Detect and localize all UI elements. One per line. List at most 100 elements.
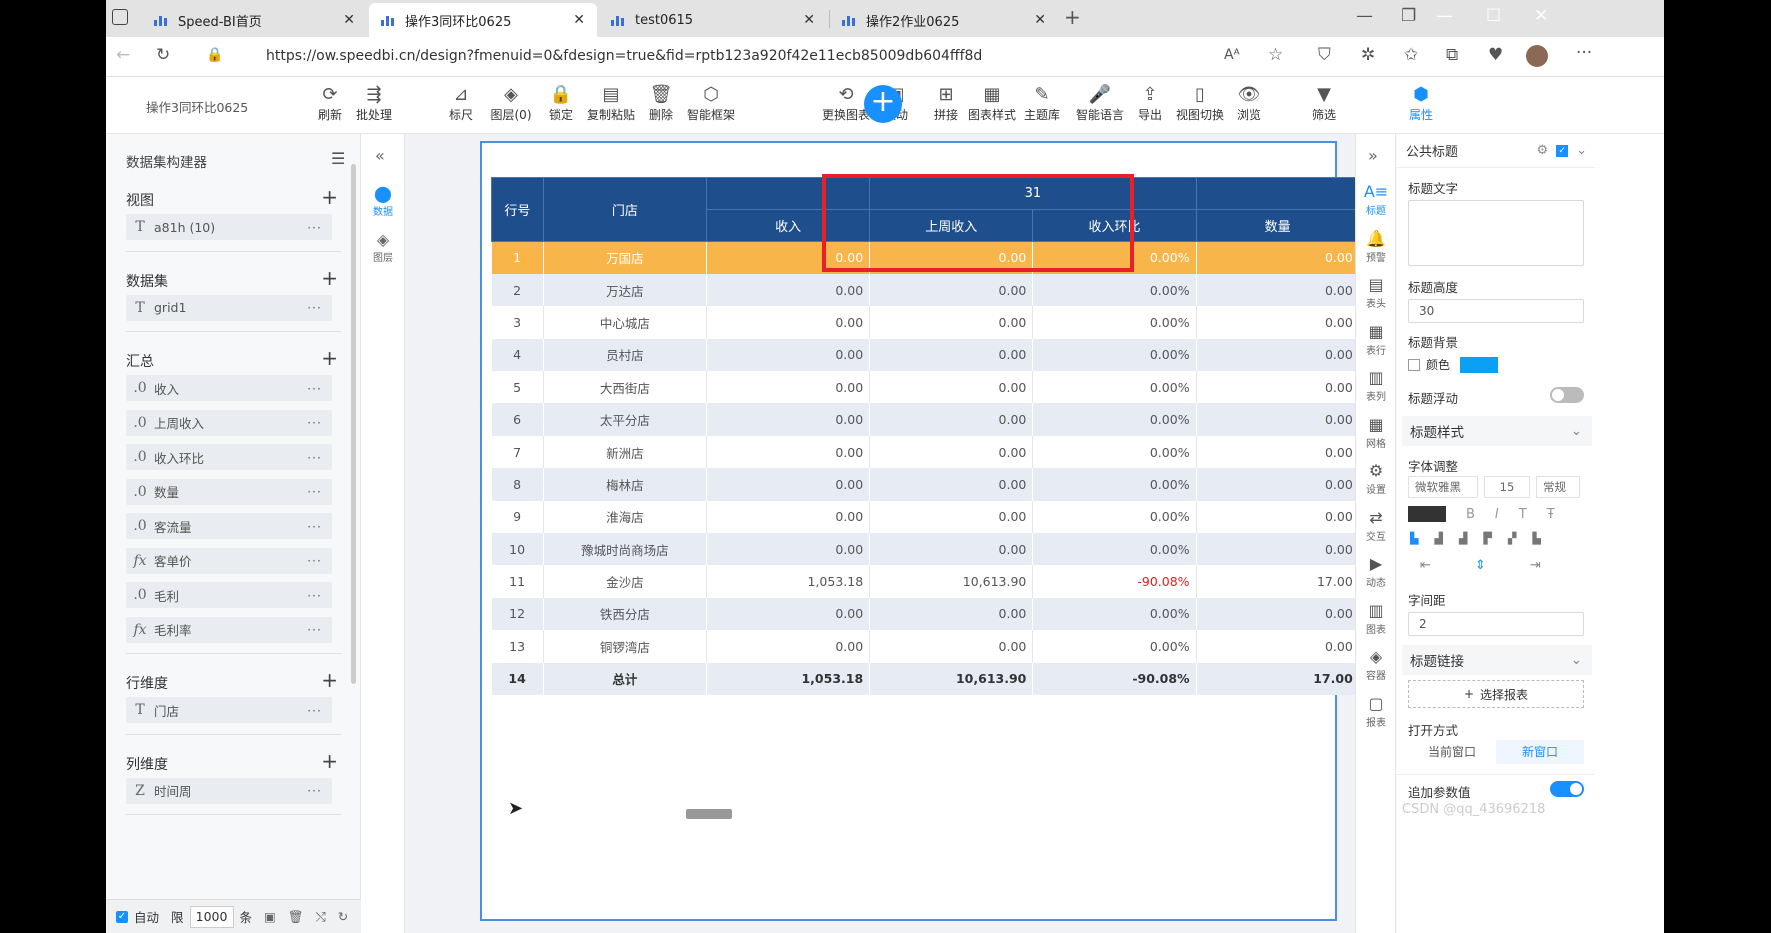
reload-icon[interactable]: ↻ — [156, 45, 171, 65]
field-item[interactable]: fx 毛利率 ··· — [126, 616, 332, 643]
field-item[interactable]: .0 收入环比 ··· — [126, 444, 332, 470]
field-item[interactable]: .0 客流量 ··· — [126, 513, 332, 539]
rail-layer-tab[interactable]: ◈ 图层 — [361, 230, 405, 264]
report-frame[interactable]: 行号 门店 31 收入 上周收入 收入环比 数量 1 万国店 0.00 0.00 0.0… — [480, 141, 1416, 921]
field-item[interactable]: .0 上周收入 ··· — [126, 409, 332, 436]
toolbar-mic-button[interactable]: 🎤 智能语言 — [1068, 83, 1132, 123]
collapse-menu-icon[interactable]: ☰ — [331, 149, 346, 168]
rail-item-4[interactable]: ▥ 表列 — [1356, 368, 1396, 403]
strike-icon[interactable]: Ŧ — [1546, 506, 1555, 522]
append-param-toggle[interactable] — [1550, 781, 1584, 797]
rail-item-5[interactable]: ▦ 网格 — [1356, 415, 1396, 450]
title-text-input[interactable] — [1408, 200, 1584, 266]
add-component-button[interactable]: + — [864, 85, 902, 123]
toolbar-chart-style-button[interactable]: ▦ 图表样式 — [960, 83, 1024, 123]
more-icon[interactable]: ··· — [307, 622, 322, 637]
field-item[interactable]: Z 时间周 ··· — [126, 777, 332, 804]
indent-right-icon[interactable]: ⇥ — [1529, 558, 1541, 573]
align-top-icon[interactable]: ▛ — [1483, 532, 1492, 545]
center-text-icon[interactable]: ⇕ — [1474, 558, 1486, 573]
more-icon[interactable]: ··· — [307, 380, 322, 396]
title-height-input[interactable]: 30 — [1408, 299, 1584, 323]
toolbar-view-switch-button[interactable]: ▯ 视图切换 — [1168, 83, 1232, 123]
link-section[interactable]: 标题链接 ⌄ — [1402, 645, 1592, 675]
expand-right-icon[interactable]: » — [1368, 146, 1378, 165]
more-icon[interactable]: ··· — [307, 587, 322, 603]
rail-item-10[interactable]: ◈ 容器 — [1356, 647, 1396, 682]
italic-icon[interactable]: I — [1494, 506, 1499, 522]
collections-icon[interactable]: ⧉ — [1446, 45, 1459, 65]
table-row[interactable]: 13 铜锣湾店 0.00 0.00 0.00% 0.00 — [491, 630, 1416, 663]
tab-op3-active[interactable]: 操作3同环比0625 ✕ — [369, 3, 597, 37]
rail-item-3[interactable]: ▦ 表行 — [1356, 322, 1396, 357]
open-new-option[interactable]: 新窗口 — [1496, 740, 1584, 764]
table-row[interactable]: 7 新洲店 0.00 0.00 0.00% 0.00 — [491, 435, 1416, 469]
table-row[interactable]: 12 铁西分店 0.00 0.00 0.00% 0.00 — [491, 597, 1416, 631]
restore-icon[interactable]: ❐ — [1401, 6, 1417, 26]
table-row[interactable]: 8 梅林店 0.00 0.00 0.00% 0.00 — [491, 468, 1416, 501]
font-color-swatch[interactable] — [1408, 506, 1446, 522]
refresh-icon[interactable]: ↻ — [337, 909, 349, 924]
field-item[interactable]: .0 数量 ··· — [126, 478, 332, 505]
close-tab-icon[interactable]: ✕ — [1034, 12, 1046, 28]
more-icon[interactable]: ··· — [1576, 43, 1593, 63]
limit-input[interactable]: 1000 — [189, 905, 234, 928]
toolbar-layers-button[interactable]: ◈ 图层(0) — [479, 83, 543, 123]
rail-item-11[interactable]: ▢ 报表 — [1356, 694, 1396, 729]
back-icon[interactable]: ← — [116, 45, 131, 65]
close-tab-icon[interactable]: ✕ — [343, 12, 355, 28]
panel-scrollbar[interactable] — [351, 164, 356, 684]
table-row[interactable]: 6 太平分店 0.00 0.00 0.00% 0.00 — [491, 403, 1416, 436]
table-row[interactable]: 11 金沙店 1,053.18 10,613.90 -90.08% 17.00 — [491, 565, 1416, 598]
url-field[interactable]: https://ow.speedbi.cn/design?fmenuid=0&f… — [266, 48, 983, 64]
read-aloud-icon[interactable]: Aᴬ — [1224, 47, 1240, 63]
align-bottom-icon[interactable]: ▙ — [1532, 532, 1541, 545]
toolbar-property-button[interactable]: ⬢ 属性 — [1389, 83, 1453, 123]
add-field-icon[interactable]: + — [321, 185, 338, 209]
sql-icon[interactable]: ▣ — [264, 909, 276, 924]
table-row[interactable]: 1 万国店 0.00 0.00 0.00% 0.00 — [491, 241, 1416, 274]
close-window-icon[interactable]: ✕ — [1534, 6, 1549, 26]
trash-icon[interactable]: 🗑 — [287, 908, 304, 924]
table-row[interactable]: 3 中心城店 0.00 0.00 0.00% 0.00 — [491, 306, 1416, 339]
shuffle-icon[interactable]: ⤭ — [315, 908, 326, 924]
toolbar-refresh-button[interactable]: ⟳ 刷新 — [298, 83, 362, 123]
close-tab-icon[interactable]: ✕ — [573, 12, 585, 28]
rail-item-1[interactable]: 🔔 预警 — [1356, 229, 1396, 264]
tab-speedbi-home[interactable]: Speed-BI首页 ✕ — [142, 3, 367, 37]
shield-icon[interactable]: ⛉ — [1318, 45, 1331, 65]
extensions-icon[interactable]: ✲ — [1361, 45, 1376, 65]
toolbar-copy-button[interactable]: ▤ 复制粘贴 — [579, 83, 643, 123]
tab-actions-icon[interactable] — [112, 9, 128, 25]
toolbar-export-button[interactable]: ⇪ 导出 — [1118, 83, 1182, 123]
favorites-bar-icon[interactable]: ✩ — [1404, 45, 1419, 65]
color-checkbox[interactable] — [1408, 358, 1420, 371]
enable-checkbox[interactable]: ✓ — [1556, 144, 1569, 157]
add-field-icon[interactable]: + — [321, 265, 338, 290]
field-item[interactable]: T 门店 ··· — [126, 697, 332, 723]
maximize-icon[interactable]: ☐ — [1486, 6, 1502, 26]
toolbar-theme-button[interactable]: ✎ 主题库 — [1010, 83, 1074, 123]
float-toggle[interactable] — [1550, 387, 1584, 403]
toolbar-lock-button[interactable]: 🔒 锁定 — [529, 83, 593, 123]
more-icon[interactable]: ··· — [307, 553, 322, 568]
select-report-button[interactable]: + 选择报表 — [1408, 680, 1584, 708]
table-row[interactable]: 9 淮海店 0.00 0.00 0.00% 0.00 — [491, 500, 1416, 534]
toolbar-eye-button[interactable]: 👁 浏览 — [1217, 83, 1281, 123]
add-field-icon[interactable]: + — [321, 748, 338, 773]
table-row[interactable]: 10 豫城时尚商场店 0.00 0.00 0.00% 0.00 — [491, 533, 1416, 566]
add-field-icon[interactable]: + — [321, 668, 338, 692]
rail-item-6[interactable]: ⚙ 设置 — [1356, 461, 1396, 496]
favorite-icon[interactable]: ☆ — [1268, 45, 1284, 65]
rail-data-tab[interactable]: ⬤ 数据 — [361, 184, 405, 218]
horizontal-scrollbar[interactable] — [686, 809, 732, 819]
toolbar-trash-button[interactable]: 🗑 删除 — [629, 83, 693, 123]
more-icon[interactable]: ··· — [307, 518, 322, 534]
close-tab-icon[interactable]: ✕ — [803, 12, 815, 28]
more-icon[interactable]: ··· — [307, 702, 322, 718]
add-field-icon[interactable]: + — [321, 346, 338, 370]
tab-test0615[interactable]: test0615 ✕ — [599, 3, 827, 37]
rail-item-2[interactable]: ▤ 表头 — [1356, 275, 1396, 310]
more-icon[interactable]: ··· — [307, 300, 322, 315]
